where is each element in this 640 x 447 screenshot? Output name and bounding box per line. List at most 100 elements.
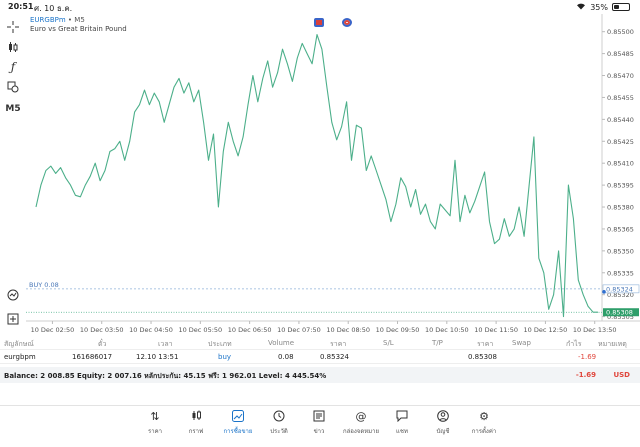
nav-label: บัญชี xyxy=(436,428,450,435)
nav-label: การตั้งค่า xyxy=(471,428,497,435)
time-tick-label: 10 Dec 03:50 xyxy=(80,326,124,334)
total-profit: -1.69 xyxy=(575,371,596,379)
quotes-icon: ⇅ xyxy=(150,410,160,423)
nav-quotes[interactable]: ⇅ ราคา xyxy=(135,410,175,436)
col-profit: กำไร xyxy=(566,340,582,348)
time-tick-label: 10 Dec 07:50 xyxy=(277,326,321,334)
nav-label: ราคา xyxy=(148,428,162,435)
news-icon xyxy=(299,410,339,424)
chart-header-icons xyxy=(314,18,352,27)
account-icon xyxy=(423,410,463,424)
price-tick-label: 0.85485 xyxy=(607,50,634,58)
buy-level-label: BUY 0.08 xyxy=(29,281,59,289)
col-price: ราคา xyxy=(330,340,347,348)
price-tick-label: 0.85335 xyxy=(607,269,634,277)
signal-icon[interactable] xyxy=(342,18,352,27)
cell-ticket: 161686017 xyxy=(72,353,113,361)
crosshair-icon[interactable] xyxy=(6,20,20,34)
cell-volume: 0.08 xyxy=(278,353,294,361)
time-tick-label: 10 Dec 12:50 xyxy=(524,326,568,334)
chart-symbol: EURGBPm • M5 xyxy=(30,16,85,24)
time-tick-label: 10 Dec 05:50 xyxy=(178,326,222,334)
nav-label: ข่าว xyxy=(313,428,325,435)
price-tick-label: 0.85425 xyxy=(607,138,634,146)
buy-price-tag xyxy=(602,284,640,294)
price-tick-label: 0.85320 xyxy=(607,291,634,299)
bottom-navigation: ⇅ ราคา กราฟ การซื้อขาย ประวัติ ข่าว @ กล… xyxy=(0,405,640,447)
table-row[interactable]: eurgbpm 161686017 12.10 13:51 buy 0.08 0… xyxy=(0,350,640,364)
nav-chat[interactable]: แชท xyxy=(382,410,422,436)
price-tick-label: 0.85305 xyxy=(607,313,634,321)
price-tick-label: 0.85455 xyxy=(607,94,634,102)
indicators-icon[interactable]: ƒ xyxy=(10,60,16,74)
symbol-timeframe: M5 xyxy=(74,16,85,24)
positions-table: สัญลักษณ์ ตั๋ว เวลา ประเภท Volume ราคา S… xyxy=(0,336,640,364)
timeframe-button[interactable]: M5 xyxy=(5,104,21,114)
status-right: 35% xyxy=(576,2,630,12)
nav-news[interactable]: ข่าว xyxy=(299,410,339,436)
time-tick-label: 10 Dec 08:50 xyxy=(326,326,370,334)
price-chart[interactable]: 0.85500 0.85485 0.85470 0.85455 0.85440 0.854… xyxy=(26,14,640,336)
time-tick-label: 10 Dec 06:50 xyxy=(228,326,272,334)
status-date: ศ. 10 ธ.ค. xyxy=(34,4,73,13)
chart-type-icon[interactable] xyxy=(6,40,20,54)
battery-percent: 35% xyxy=(590,2,608,12)
col-ticket: ตั๋ว xyxy=(98,340,107,348)
col-comment: หมายเหตุ xyxy=(598,340,627,348)
price-tick-label: 0.85410 xyxy=(607,160,634,168)
price-tick-label: 0.85395 xyxy=(607,182,634,190)
bid-price-tag xyxy=(603,308,639,317)
one-click-trading-icon[interactable] xyxy=(314,18,324,27)
symbol-name: EURGBPm xyxy=(30,16,66,24)
cell-profit: -1.69 xyxy=(578,353,597,361)
objects-icon[interactable] xyxy=(6,80,20,94)
col-time: เวลา xyxy=(158,340,173,348)
table-header: สัญลักษณ์ ตั๋ว เวลา ประเภท Volume ราคา S… xyxy=(0,336,640,350)
cell-type: buy xyxy=(218,353,232,361)
buy-price-tag-label: 0.85324 xyxy=(606,285,633,293)
price-series-line xyxy=(35,34,598,318)
nav-label: แชท xyxy=(396,428,408,435)
chart-candles-icon xyxy=(176,410,216,424)
col-sl: S/L xyxy=(383,339,394,347)
chart-toolbar: ƒ M5 xyxy=(0,14,26,339)
chart-canvas: 0.85500 0.85485 0.85470 0.85455 0.85440 0.854… xyxy=(26,14,640,334)
nav-history[interactable]: ประวัติ xyxy=(259,410,299,436)
time-tick-label: 10 Dec 10:50 xyxy=(425,326,469,334)
price-tick-label: 0.85380 xyxy=(607,204,634,212)
price-tick-label: 0.85500 xyxy=(607,28,634,36)
time-tick-label: 10 Dec 02:50 xyxy=(31,326,75,334)
cell-time: 12.10 13:51 xyxy=(136,353,179,361)
balance-text: Balance: 2 008.85 Equity: 2 007.16 หลักป… xyxy=(4,372,327,380)
add-order-icon[interactable] xyxy=(6,312,20,326)
battery-fill xyxy=(614,5,619,9)
price-tick-label: 0.85440 xyxy=(607,116,634,124)
trade-icon xyxy=(218,410,258,424)
nav-trade[interactable]: การซื้อขาย xyxy=(218,410,258,436)
time-tick-label: 10 Dec 11:50 xyxy=(474,326,518,334)
col-symbol: สัญลักษณ์ xyxy=(4,340,34,348)
nav-account[interactable]: บัญชี xyxy=(423,410,463,436)
nav-chart[interactable]: กราฟ xyxy=(176,410,216,436)
col-swap: Swap xyxy=(512,339,531,347)
history-icon xyxy=(259,410,299,424)
chat-icon xyxy=(382,410,422,424)
bid-price-tag-label: 0.85308 xyxy=(606,309,633,317)
nav-label: การซื้อขาย xyxy=(223,428,253,435)
cell-current: 0.85308 xyxy=(468,353,497,361)
price-tick-label: 0.85350 xyxy=(607,247,634,255)
price-tick-label: 0.85470 xyxy=(607,72,634,80)
settings-icon: ⚙ xyxy=(479,410,489,423)
symbol-description: Euro vs Great Britain Pound xyxy=(30,25,127,33)
col-current: ราคา xyxy=(477,340,494,348)
balance-bar: Balance: 2 008.85 Equity: 2 007.16 หลักป… xyxy=(0,367,640,383)
status-time: 20:51 xyxy=(8,2,34,11)
price-tick-label: 0.85365 xyxy=(607,225,634,233)
nav-settings[interactable]: ⚙ การตั้งค่า xyxy=(464,410,504,436)
nav-mailbox[interactable]: @ กล่องจดหมาย xyxy=(341,410,381,436)
nav-label: กล่องจดหมาย xyxy=(342,428,380,435)
account-currency: USD xyxy=(613,371,630,379)
trade-panel-icon[interactable] xyxy=(6,288,20,302)
time-tick-label: 10 Dec 13:50 xyxy=(573,326,617,334)
last-price-marker xyxy=(602,290,606,294)
